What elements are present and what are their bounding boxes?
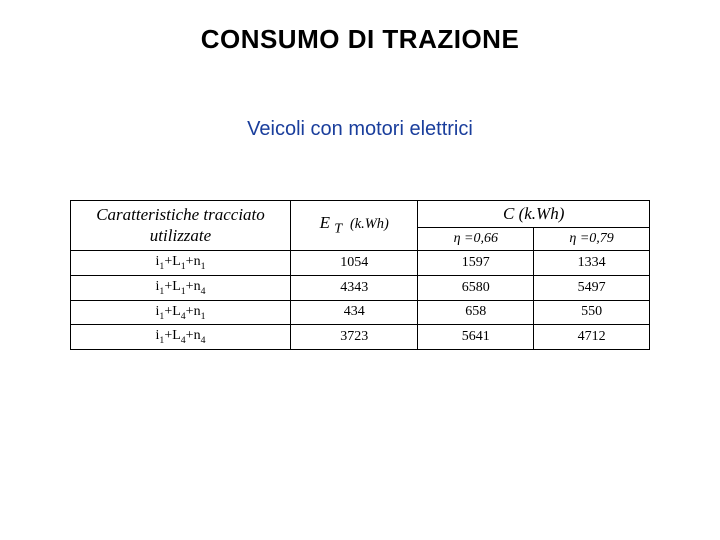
row-label: i1+L4+n1 [71, 300, 291, 325]
header-eta-2: η =0,79 [534, 228, 650, 251]
cell-c1: 6580 [418, 275, 534, 300]
header-et-unit-text: (k.Wh) [350, 216, 389, 232]
cell-c2: 4712 [534, 325, 650, 350]
header-eta-1: η =0,66 [418, 228, 534, 251]
header-c: C (k.Wh) [418, 201, 650, 228]
data-table-container: Caratteristiche tracciato utilizzate E T… [70, 200, 650, 350]
header-characteristics-line2: utilizzate [150, 226, 211, 245]
table-row: i1+L4+n4372356414712 [71, 325, 650, 350]
table-row: i1+L1+n4434365805497 [71, 275, 650, 300]
header-characteristics: Caratteristiche tracciato utilizzate [71, 201, 291, 251]
cell-c2: 1334 [534, 251, 650, 276]
header-et-sub: T [334, 221, 342, 237]
header-et-symbol: E [320, 213, 330, 232]
data-table: Caratteristiche tracciato utilizzate E T… [70, 200, 650, 350]
page-subtitle: Veicoli con motori elettrici [0, 118, 720, 141]
cell-c2: 5497 [534, 275, 650, 300]
row-label: i1+L1+n4 [71, 275, 291, 300]
row-label: i1+L1+n1 [71, 251, 291, 276]
cell-c1: 1597 [418, 251, 534, 276]
table-body: i1+L1+n1105415971334i1+L1+n4434365805497… [71, 251, 650, 350]
table-row: i1+L1+n1105415971334 [71, 251, 650, 276]
cell-c1: 5641 [418, 325, 534, 350]
cell-et: 434 [291, 300, 418, 325]
header-et: E T (k.Wh) [291, 201, 418, 251]
table-row: i1+L4+n1434658550 [71, 300, 650, 325]
table-header-row-1: Caratteristiche tracciato utilizzate E T… [71, 201, 650, 228]
cell-c2: 550 [534, 300, 650, 325]
cell-et: 3723 [291, 325, 418, 350]
slide-page: CONSUMO DI TRAZIONE Veicoli con motori e… [0, 0, 720, 540]
header-characteristics-line1: Caratteristiche tracciato [96, 205, 265, 224]
page-title: CONSUMO DI TRAZIONE [0, 24, 720, 55]
cell-c1: 658 [418, 300, 534, 325]
row-label: i1+L4+n4 [71, 325, 291, 350]
cell-et: 1054 [291, 251, 418, 276]
cell-et: 4343 [291, 275, 418, 300]
